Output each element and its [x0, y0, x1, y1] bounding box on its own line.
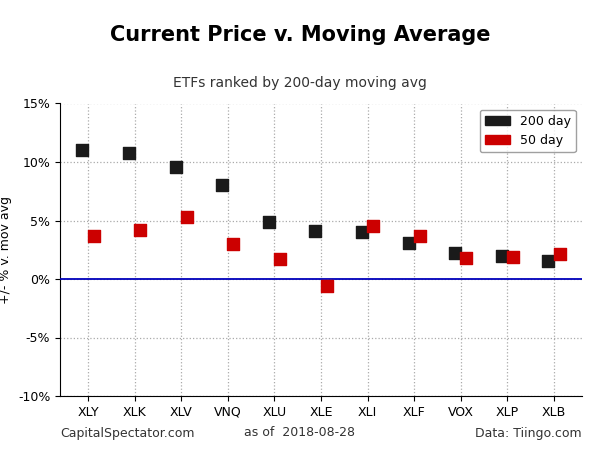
- 200 day: [311, 227, 320, 234]
- 200 day: [171, 163, 181, 170]
- 50 day: [136, 226, 145, 234]
- 200 day: [404, 239, 413, 246]
- 50 day: [182, 213, 191, 220]
- 200 day: [217, 182, 227, 189]
- 200 day: [264, 218, 274, 225]
- Text: Data: Tiingo.com: Data: Tiingo.com: [475, 427, 582, 440]
- 200 day: [124, 149, 134, 156]
- Text: Current Price v. Moving Average: Current Price v. Moving Average: [110, 25, 490, 45]
- 200 day: [357, 229, 367, 236]
- Text: CapitalSpectator.com: CapitalSpectator.com: [60, 427, 194, 440]
- 50 day: [461, 254, 471, 261]
- Legend: 200 day, 50 day: 200 day, 50 day: [480, 110, 576, 152]
- 50 day: [555, 251, 565, 258]
- 50 day: [415, 232, 425, 239]
- Y-axis label: +/- % v. mov avg: +/- % v. mov avg: [0, 196, 13, 304]
- 50 day: [89, 232, 98, 239]
- 50 day: [322, 283, 331, 290]
- 200 day: [497, 252, 506, 259]
- 50 day: [229, 240, 238, 248]
- 200 day: [451, 250, 460, 257]
- 200 day: [77, 147, 87, 154]
- Text: as of  2018-08-28: as of 2018-08-28: [245, 427, 355, 440]
- 200 day: [544, 258, 553, 265]
- 50 day: [275, 256, 285, 263]
- 50 day: [508, 253, 518, 261]
- Text: ETFs ranked by 200-day moving avg: ETFs ranked by 200-day moving avg: [173, 76, 427, 90]
- 50 day: [368, 223, 378, 230]
